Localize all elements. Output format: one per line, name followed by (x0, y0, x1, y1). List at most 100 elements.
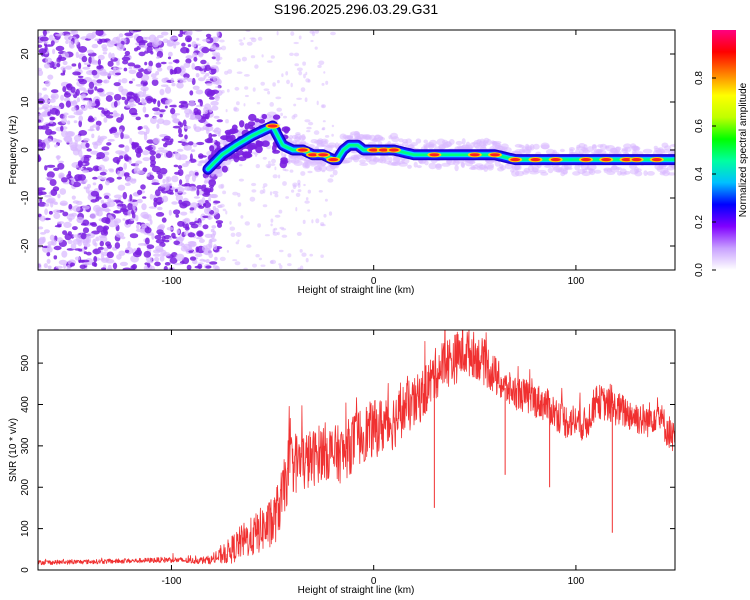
ridge-halo (599, 143, 608, 151)
colorbar: 0.0 0.2 0.4 0.6 0.8 Normalized spectral ampl… (694, 30, 749, 277)
faint-blob (295, 192, 301, 197)
noise-blob (103, 247, 109, 252)
noise-blob (113, 113, 120, 117)
noise-blob (139, 40, 148, 44)
noise-blob (161, 195, 169, 203)
noise-blob (206, 207, 211, 212)
noise-blob (118, 144, 125, 148)
ridge-halo (500, 165, 506, 171)
faint-blob (213, 53, 218, 57)
ridge-halo (614, 150, 619, 155)
noise-blob (71, 63, 77, 67)
noise-blob (124, 145, 130, 153)
noise-blob (154, 234, 162, 240)
faint-blob (250, 37, 257, 43)
noise-blob (121, 56, 131, 61)
noise-blob (96, 88, 104, 93)
noise-blob (169, 192, 174, 195)
faint-blob (282, 181, 287, 186)
faint-blob (255, 164, 260, 169)
noise-blob (87, 128, 95, 132)
noise-blob (95, 120, 102, 127)
faint-blob (290, 31, 295, 36)
faint-blob (304, 119, 311, 123)
faint-blob (261, 54, 264, 58)
ridge-halo (387, 162, 397, 166)
noise-blob (136, 151, 142, 158)
faint-blob (233, 106, 238, 112)
noise-blob (47, 111, 51, 116)
faint-blob (290, 82, 293, 88)
faint-blob (268, 160, 271, 165)
noise-blob (185, 179, 189, 184)
noise-blob (81, 205, 90, 210)
noise-blob (127, 92, 135, 96)
noise-blob (74, 256, 81, 261)
noise-blob (145, 256, 153, 262)
hot-spot (601, 158, 612, 162)
noise-blob (131, 209, 135, 215)
ridge-halo (662, 169, 670, 177)
noise-blob (46, 171, 55, 179)
noise-blob (38, 92, 42, 97)
noise-blob (127, 62, 136, 67)
colorbar-tick-label: 0.6 (694, 119, 705, 133)
noise-blob (175, 253, 185, 261)
noise-blob (52, 48, 56, 55)
colorbar-tick-label: 0.8 (694, 71, 705, 85)
ridge-halo (304, 162, 311, 169)
faint-blob (293, 52, 300, 57)
noise-blob (82, 162, 86, 166)
x-tick-label: 0 (371, 576, 377, 587)
noise-blob (155, 212, 165, 217)
faint-blob (216, 36, 221, 40)
signal-blob (244, 123, 250, 130)
ridge-halo (299, 140, 307, 146)
noise-blob (205, 72, 210, 77)
faint-blob (295, 207, 298, 212)
faint-blob (313, 130, 320, 135)
faint-blob (303, 73, 306, 79)
noise-blob (67, 239, 73, 245)
faint-blob (272, 231, 278, 236)
faint-blob (234, 86, 240, 91)
noise-blob (153, 253, 162, 257)
noise-blob (145, 237, 150, 245)
noise-blob (207, 137, 213, 142)
noise-blob (162, 178, 166, 184)
spectrogram-xlabel: Height of straight line (km) (298, 285, 415, 296)
noise-blob (47, 265, 52, 270)
noise-blob (198, 51, 204, 58)
noise-blob (60, 66, 66, 71)
noise-blob (188, 141, 194, 146)
faint-blob (278, 209, 283, 214)
faint-blob (219, 203, 225, 208)
noise-blob (192, 52, 198, 59)
noise-blob (171, 175, 179, 183)
noise-blob (61, 250, 68, 258)
noise-blob (181, 42, 186, 47)
ridge-halo (350, 131, 360, 136)
noise-blob (83, 186, 88, 190)
noise-blob (38, 119, 42, 123)
noise-blob (177, 220, 185, 227)
noise-blob (54, 225, 62, 228)
ridge-halo (595, 148, 603, 154)
x-tick-label: -100 (161, 276, 181, 287)
ridge-halo (559, 148, 565, 153)
noise-blob (144, 114, 149, 118)
signal-blob (221, 165, 228, 173)
noise-blob (215, 220, 224, 224)
noise-blob (106, 251, 114, 259)
faint-blob (269, 102, 275, 107)
faint-blob (308, 121, 314, 126)
noise-blob (71, 106, 77, 112)
chart-title: S196.2025.296.03.29.G31 (274, 1, 438, 17)
noise-blob (67, 170, 72, 177)
faint-blob (257, 36, 263, 41)
faint-blob (328, 211, 333, 216)
noise-blob (90, 199, 98, 203)
faint-blob (232, 259, 238, 262)
noise-blob (195, 253, 203, 258)
noise-blob (185, 174, 190, 181)
